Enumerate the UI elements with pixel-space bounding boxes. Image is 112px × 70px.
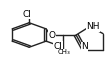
Text: Cl: Cl xyxy=(54,42,62,51)
Text: Cl: Cl xyxy=(22,10,31,18)
Text: CH₃: CH₃ xyxy=(57,49,70,56)
Text: O: O xyxy=(49,31,56,39)
Text: N: N xyxy=(81,42,88,51)
Text: NH: NH xyxy=(86,22,100,31)
